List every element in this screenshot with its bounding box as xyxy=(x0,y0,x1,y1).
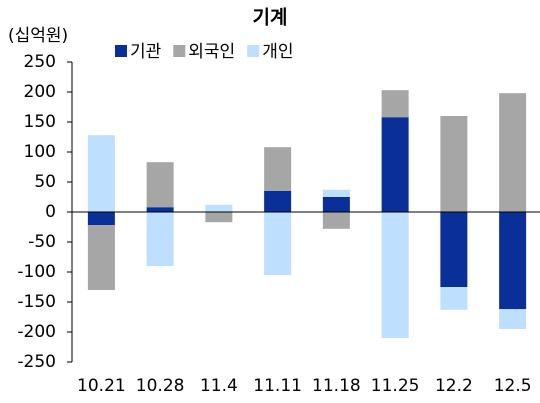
y-tick-label: 0 xyxy=(45,202,56,222)
y-tick-label: 150 xyxy=(24,112,56,132)
y-axis-label: (십억원) xyxy=(8,26,68,46)
bar xyxy=(322,212,350,229)
x-tick-label: 11.4 xyxy=(200,376,238,396)
x-tick-label: 12.5 xyxy=(494,376,532,396)
bar xyxy=(264,147,292,191)
x-tick-label: 10.28 xyxy=(136,376,185,396)
bar xyxy=(499,93,527,212)
legend-label: 기관 xyxy=(130,42,161,62)
legend-swatch xyxy=(115,45,127,57)
y-tick-label: -200 xyxy=(17,322,56,342)
legend-swatch xyxy=(247,45,260,57)
y-tick-label: -50 xyxy=(28,232,56,252)
bar xyxy=(87,225,115,290)
legend-swatch xyxy=(173,45,186,57)
x-tick-label: 11.11 xyxy=(253,376,302,396)
bar xyxy=(146,212,174,266)
chart-title: 기계 xyxy=(253,7,288,29)
y-tick-label: 200 xyxy=(24,82,56,102)
bar xyxy=(381,212,409,338)
bar xyxy=(381,90,409,118)
legend-label: 외국인 xyxy=(188,42,235,62)
x-tick-label: 11.25 xyxy=(371,376,420,396)
bar xyxy=(440,212,468,287)
x-tick-label: 12.2 xyxy=(435,376,473,396)
bar xyxy=(322,189,350,197)
x-tick-label: 10.21 xyxy=(77,376,126,396)
bar xyxy=(440,287,468,310)
legend-label: 개인 xyxy=(262,42,293,62)
bar xyxy=(146,207,174,212)
bar xyxy=(381,117,409,212)
bar xyxy=(322,197,350,212)
bar xyxy=(146,162,174,208)
bar xyxy=(264,212,292,275)
y-tick-label: -150 xyxy=(17,292,56,312)
y-tick-label: 250 xyxy=(24,52,56,72)
bar xyxy=(499,212,527,310)
y-tick-label: -250 xyxy=(17,352,56,372)
bar xyxy=(87,135,115,212)
x-tick-label: 11.18 xyxy=(312,376,361,396)
y-tick-label: 100 xyxy=(24,142,56,162)
y-tick-label: -100 xyxy=(17,262,56,282)
bar xyxy=(499,309,527,329)
bar xyxy=(87,212,115,226)
bar xyxy=(440,116,468,212)
bar xyxy=(205,204,233,212)
bar xyxy=(205,212,233,223)
bar xyxy=(264,191,292,212)
y-tick-label: 50 xyxy=(34,172,56,192)
